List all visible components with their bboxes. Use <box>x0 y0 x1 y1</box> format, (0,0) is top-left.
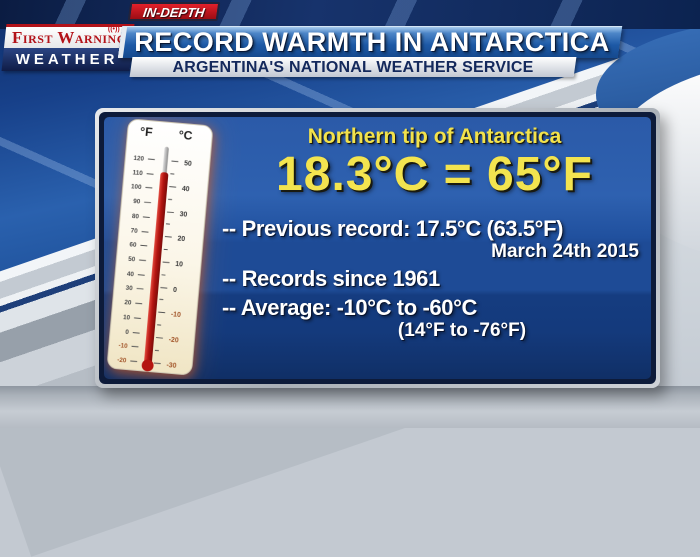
thermometer-c-tick: 30 <box>179 211 187 219</box>
weather-label: WEATHER <box>15 51 119 68</box>
thermometer-bulb <box>141 359 154 372</box>
average-line: -- Average: -10°C to -60°C <box>222 294 477 320</box>
thermometer-f-tick: -20 <box>117 357 127 365</box>
thermometer-f-tick: 0 <box>125 329 130 336</box>
in-depth-tab: IN-DEPTH <box>127 2 221 21</box>
weather-row: WEATHER <box>1 48 132 71</box>
headline-text: RECORD WARMTH IN ANTARCTICA <box>134 27 610 57</box>
in-depth-label: IN-DEPTH <box>142 5 206 20</box>
thermometer-f-tick: 90 <box>133 198 141 206</box>
panel-title: Northern tip of Antarctica <box>307 125 562 148</box>
panel-content: Northern tip of Antarctica 18.3°C = 65°F… <box>212 117 651 379</box>
thermometer-f-tick: 20 <box>124 299 132 307</box>
thermometer-f-tick: 60 <box>129 241 137 249</box>
thermometer-column: °F °C 120 110 100 90 80 70 60 50 40 30 2… <box>104 117 213 379</box>
previous-record-line: -- Previous record: 17.5°C (63.5°F) <box>222 215 564 241</box>
thermometer-f-tick: 120 <box>133 155 145 163</box>
thermometer-f-unit: °F <box>140 125 154 140</box>
thermometer-f-tick: 80 <box>132 213 140 221</box>
first-warning-weather-logo: First Warning ((•)) WEATHER <box>1 24 135 71</box>
thermometer-c-tick: 10 <box>175 261 183 269</box>
thermometer-f-tick: 50 <box>128 256 136 264</box>
thermometer-c-tick: 0 <box>173 287 178 294</box>
thermometer-c-scale: 50 40 30 20 10 0 -10 -20 -30 <box>166 160 192 370</box>
thermometer-f-tick: 70 <box>130 228 138 236</box>
subhead-text: ARGENTINA'S NATIONAL WEATHER SERVICE <box>172 59 534 76</box>
thermometer-f-tick: 40 <box>127 271 135 279</box>
thermometer-f-tick: -10 <box>118 342 128 350</box>
thermometer-c-unit: °C <box>178 128 193 143</box>
thermometer-f-tick: 30 <box>125 284 133 292</box>
thermometer-c-ticks <box>153 160 179 365</box>
thermometer-f-tick: 10 <box>123 314 131 322</box>
thermometer-c-tick: 20 <box>177 236 185 244</box>
thermometer-graphic: °F °C 120 110 100 90 80 70 60 50 40 30 2… <box>107 119 213 375</box>
records-since-line: -- Records since 1961 <box>222 265 440 291</box>
thermometer-f-tick: 110 <box>132 169 143 177</box>
thermometer-c-tick: 50 <box>184 160 192 168</box>
thermometer-c-tick: -30 <box>166 362 177 370</box>
thermometer-mercury <box>144 172 169 365</box>
thermometer-f-ticks <box>130 158 155 363</box>
thermometer-tube-tip <box>162 146 169 177</box>
average-fahrenheit-line: (14°F to -76°F) <box>397 319 527 341</box>
first-warning-row: First Warning ((•)) <box>3 24 135 48</box>
thermometer-c-tick: -20 <box>168 337 179 345</box>
thermometer-c-tick: -10 <box>171 311 182 319</box>
record-temperature: 18.3°C = 65°F <box>276 148 593 201</box>
background-bottom-gray-bar <box>0 386 700 428</box>
thermometer-f-tick: 100 <box>131 183 143 191</box>
broadcast-signal-icon: ((•)) <box>108 26 120 33</box>
info-panel-frame: °F °C 120 110 100 90 80 70 60 50 40 30 2… <box>95 108 660 388</box>
previous-record-date: March 24th 2015 <box>491 240 639 262</box>
thermometer-f-scale: 120 110 100 90 80 70 60 50 40 30 20 10 0… <box>117 155 145 365</box>
thermometer-c-tick: 40 <box>182 186 190 194</box>
info-panel: °F °C 120 110 100 90 80 70 60 50 40 30 2… <box>104 117 651 379</box>
